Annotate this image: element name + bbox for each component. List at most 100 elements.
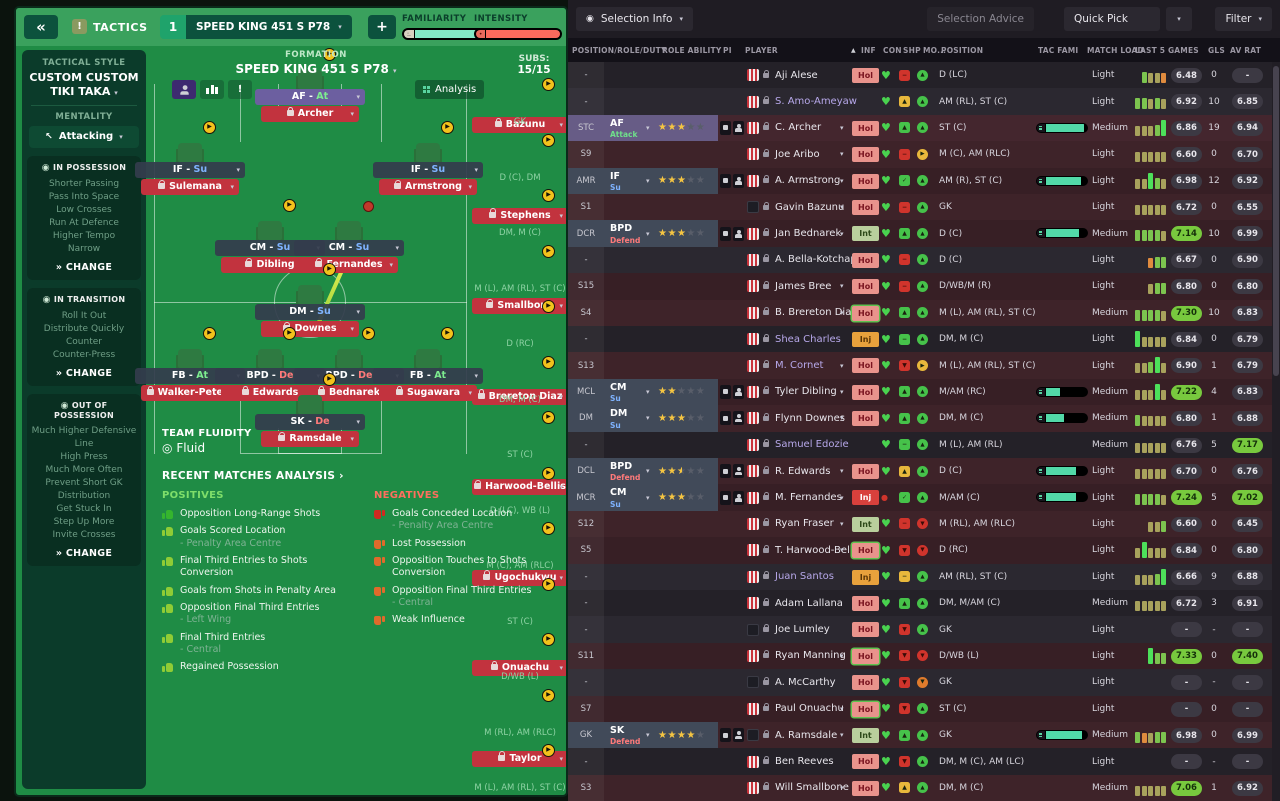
role-cell[interactable] <box>568 167 718 194</box>
player-name[interactable]: Joe Aribo <box>775 148 820 160</box>
role-cell[interactable] <box>568 378 718 406</box>
role-pill[interactable]: SK - De ▾ <box>255 414 365 430</box>
player-name[interactable]: M. Fernandes <box>775 492 842 504</box>
formation-name-dropdown[interactable]: SPEED KING 451 S P78 ▾ <box>235 62 397 76</box>
scrollbar[interactable] <box>1272 62 1280 801</box>
role-cell[interactable] <box>568 405 718 432</box>
table-row[interactable]: DCR BPD Defend ▾ ★ ★ ★ ★ ★ Jan Bednarek ▾ Int ♥ ▲ ▲ D (… <box>568 220 1280 248</box>
analysis-button[interactable]: Analysis <box>415 80 485 99</box>
mentality-dropdown[interactable]: ↖ Attacking ▾ <box>29 125 139 148</box>
player-name-pill[interactable]: Bazunu ▾ <box>472 117 566 133</box>
player-name-pill[interactable]: Sugawara ▾ <box>379 385 477 401</box>
table-row[interactable]: S1 Gavin Bazunu ▾ Hol ♥ − ▲ GK Light 6.72 0 6.55 <box>568 194 1280 221</box>
player-name[interactable]: Tyler Dibling <box>775 386 837 398</box>
selection-info-dropdown[interactable]: ◉ Selection Info ▾ <box>576 7 693 31</box>
player-name[interactable]: Paul Onuachu <box>775 703 844 715</box>
player-instructions-icons[interactable] <box>720 115 746 141</box>
player-name[interactable]: Samuel Edozie <box>775 439 849 451</box>
player-chevron-icon[interactable]: ▾ <box>840 203 844 212</box>
player-name[interactable]: Ryan Fraser <box>775 518 834 530</box>
player-view-button[interactable] <box>172 80 196 99</box>
selection-advice-button[interactable]: Selection Advice <box>927 7 1034 31</box>
player-name[interactable]: Juan Santos <box>775 571 834 583</box>
column-header[interactable]: GLS <box>1208 45 1225 55</box>
player-instructions-icons[interactable] <box>720 458 746 484</box>
player-name[interactable]: C. Archer <box>775 122 822 134</box>
role-pill[interactable]: FB - At▾ <box>373 368 483 384</box>
player-name-pill[interactable]: Armstrong ▾ <box>379 179 477 195</box>
player-chevron-icon[interactable]: ▾ <box>840 731 844 740</box>
tactical-style-value[interactable]: CUSTOM CUSTOM TIKI TAKA ▾ <box>29 71 139 98</box>
table-row[interactable]: - Aji Alese Hol ♥ − ▲ D (LC) Light 6.48 0 - <box>568 62 1280 89</box>
player-name-pill[interactable]: Downes ▾ <box>261 321 359 337</box>
pitch-player[interactable]: ▶ AF - At ▾ Archer ▾ <box>255 48 365 122</box>
player-name[interactable]: A. Armstrong <box>775 175 841 187</box>
role-pill[interactable]: IF - Su ▾ <box>135 162 245 178</box>
column-header[interactable]: MO... <box>923 45 947 55</box>
sub-player[interactable]: ▶ Brereton Diaz ▾ M (L), AM (RL), ST (C) <box>16 113 566 405</box>
role-cell[interactable] <box>568 114 718 142</box>
column-header[interactable]: MATCH LOAD <box>1087 45 1144 55</box>
quick-pick-chevron-button[interactable]: ▾ <box>1166 7 1192 31</box>
player-chevron-icon[interactable]: ▾ <box>840 176 844 185</box>
player-chevron-icon[interactable]: ▾ <box>840 493 844 502</box>
table-row[interactable]: S9 Joe Aribo ▾ Hol ♥ − ▶ M (C), AM (RLC) Light 6.… <box>568 141 1280 168</box>
column-header[interactable]: PI <box>723 45 732 55</box>
back-button[interactable]: « <box>24 15 58 39</box>
player-name[interactable]: A. Bella-Kotchap <box>775 254 857 266</box>
player-name[interactable]: Ryan Manning <box>775 650 846 662</box>
role-cell[interactable] <box>568 220 718 247</box>
player-name-pill[interactable]: Harwood-Bellis ▾ <box>472 479 566 495</box>
table-row[interactable]: - Joe Lumley Hol ♥ ▼ ▲ GK Light - - - <box>568 616 1280 644</box>
table-row[interactable]: GK SK Defend ▾ ★ ★ ★ ★ ★ A. Ramsdale ▾ Int ♥ ▲ ▲ GK Medi… <box>568 722 1280 749</box>
sub-player[interactable]: ▶ Cornet▾ M (L), AM (RL), ST (C) <box>16 428 566 793</box>
player-instructions-icons[interactable] <box>720 220 746 246</box>
player-chevron-icon[interactable]: ▾ <box>840 387 844 396</box>
chevron-down-icon[interactable]: ▾ <box>646 387 650 396</box>
sub-player[interactable]: ▶ Stewart▾ ST (C) <box>16 323 566 627</box>
player-name-pill[interactable]: Stephens ▾ <box>472 207 566 224</box>
chevron-down-icon[interactable]: ▾ <box>646 176 650 185</box>
role-cell[interactable] <box>568 484 718 511</box>
table-row[interactable]: - Juan Santos Inj ♥ − ▲ AM (RL), ST (C) Light 6.… <box>568 563 1280 591</box>
player-chevron-icon[interactable]: ▾ <box>840 546 844 555</box>
player-instructions-icons[interactable] <box>720 484 746 510</box>
table-row[interactable]: - Ben Reeves Hol ♥ ▼ ▲ DM, M (C), AM (LC) Light… <box>568 748 1280 776</box>
pitch-player[interactable]: ▶ IF - Su ▾ Armstrong ▾ <box>373 121 483 195</box>
table-row[interactable]: - Shea Charles Inj ♥ − ▲ DM, M (C) Light 6.84 0 6.… <box>568 326 1280 353</box>
filter-button[interactable]: Filter ▾ <box>1215 7 1272 31</box>
column-header[interactable]: POSITION/ROLE/DUTY <box>572 45 667 55</box>
player-name[interactable]: Will Smallbone <box>775 782 849 794</box>
alert-view-button[interactable]: ! <box>228 80 252 99</box>
column-header[interactable]: INF <box>861 45 876 55</box>
player-name[interactable]: Ben Reeves <box>775 756 834 768</box>
column-header[interactable]: SHP <box>903 45 921 55</box>
sub-player[interactable]: ▶ Onuachu ▾ ST (C) <box>16 218 566 676</box>
sub-player[interactable]: ▶ Bazunu ▾ GK <box>16 8 566 133</box>
pitch-player[interactable]: ▶ SK - De ▾ Ramsdale ▾ <box>255 373 365 447</box>
player-name-pill[interactable]: Fernandes ▾ <box>300 257 398 273</box>
player-chevron-icon[interactable]: ▾ <box>840 414 844 423</box>
role-pill[interactable]: DM - Su ▾ <box>255 304 365 320</box>
role-pill[interactable]: IF - Su ▾ <box>373 162 483 178</box>
analysis-title[interactable]: RECENT MATCHES ANALYSIS › <box>162 470 344 482</box>
table-row[interactable]: S4 B. Brereton Diaz ▾ Hol ♥ ▲ ▲ M (L), AM (RL),… <box>568 299 1280 327</box>
chevron-down-icon[interactable]: ▾ <box>646 493 650 502</box>
player-chevron-icon[interactable]: ▾ <box>840 229 844 238</box>
table-row[interactable]: S7 Paul Onuachu ▾ Hol ♥ ▼ ▲ ST (C) Light -0- <box>568 695 1280 723</box>
quick-pick-button[interactable]: Quick Pick <box>1064 7 1160 31</box>
player-name-pill[interactable]: Ramsdale ▾ <box>261 431 359 447</box>
role-cell[interactable] <box>568 722 718 749</box>
pitch-player[interactable]: ▶ DM - Su ▾ Downes ▾ <box>255 263 365 337</box>
player-name[interactable]: Gavin Bazunu <box>775 201 845 213</box>
table-row[interactable]: S5 T. Harwood-Bellis ▾ Hol ♥ ▼ ▼ D (RC) Light 6.8… <box>568 537 1280 564</box>
player-name[interactable]: S. Amo-Ameyaw <box>775 96 857 108</box>
player-chevron-icon[interactable]: ▾ <box>840 123 844 132</box>
chevron-down-icon[interactable]: ▾ <box>646 467 650 476</box>
player-instructions-icons[interactable] <box>720 405 746 431</box>
role-pill[interactable]: CM - Su▾ <box>294 240 404 256</box>
column-header[interactable]: TAC FAMI <box>1038 45 1079 55</box>
table-row[interactable]: S13 M. Cornet ▾ Hol ♥ ▼ ▶ M (L), AM (RL), ST (C… <box>568 352 1280 380</box>
column-header[interactable]: ▲ <box>851 46 856 54</box>
player-name[interactable]: Shea Charles <box>775 333 841 345</box>
